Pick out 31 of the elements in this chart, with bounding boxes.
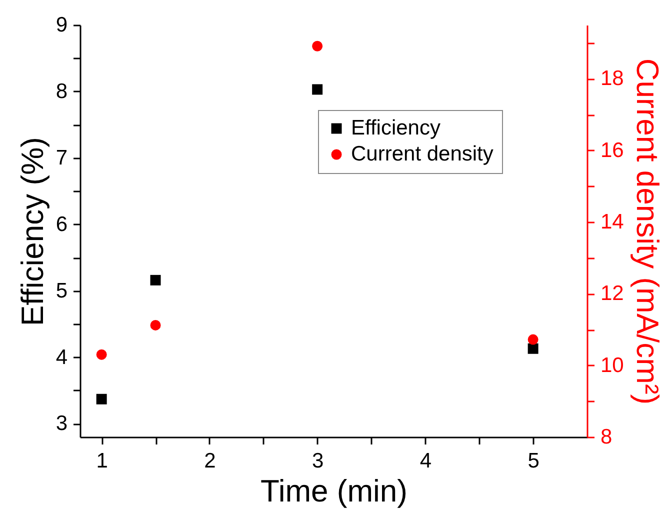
y2-tick-label: 8 xyxy=(600,426,612,448)
y-tick-label: 4 xyxy=(56,346,68,369)
y2-axis-title: Current density (mA/cm²) xyxy=(630,58,665,405)
legend-label: Current density xyxy=(351,142,494,166)
point xyxy=(312,40,323,52)
y-axis-title: Efficiency (%) xyxy=(14,137,50,326)
point xyxy=(150,320,161,330)
y2-tick-label: 18 xyxy=(600,67,624,90)
y-tick-label: 7 xyxy=(56,146,68,170)
y2-tick-label: 12 xyxy=(600,282,624,306)
y2-tick-label: 10 xyxy=(600,354,624,377)
y-tick-label: 8 xyxy=(56,80,68,103)
point xyxy=(150,274,161,286)
point xyxy=(96,394,107,404)
x-tick-label: 1 xyxy=(96,450,108,472)
x-tick-label: 3 xyxy=(312,450,324,472)
x-axis-title: Time (min) xyxy=(260,474,408,508)
y2-tick-label: 14 xyxy=(600,210,624,234)
y-tick-label: 9 xyxy=(56,14,68,36)
point xyxy=(528,334,538,345)
x-tick-label: 4 xyxy=(420,450,432,472)
y-tick-label: 5 xyxy=(56,279,68,302)
point xyxy=(528,343,538,354)
point xyxy=(312,84,323,95)
legend-label: Efficiency xyxy=(351,116,441,140)
x-tick-label: 5 xyxy=(528,450,540,472)
point xyxy=(96,349,107,360)
y-tick-label: 6 xyxy=(56,212,68,236)
x-tick-label: 2 xyxy=(204,450,216,472)
y2-tick-label: 16 xyxy=(600,138,624,162)
y-tick-label: 3 xyxy=(56,412,68,436)
